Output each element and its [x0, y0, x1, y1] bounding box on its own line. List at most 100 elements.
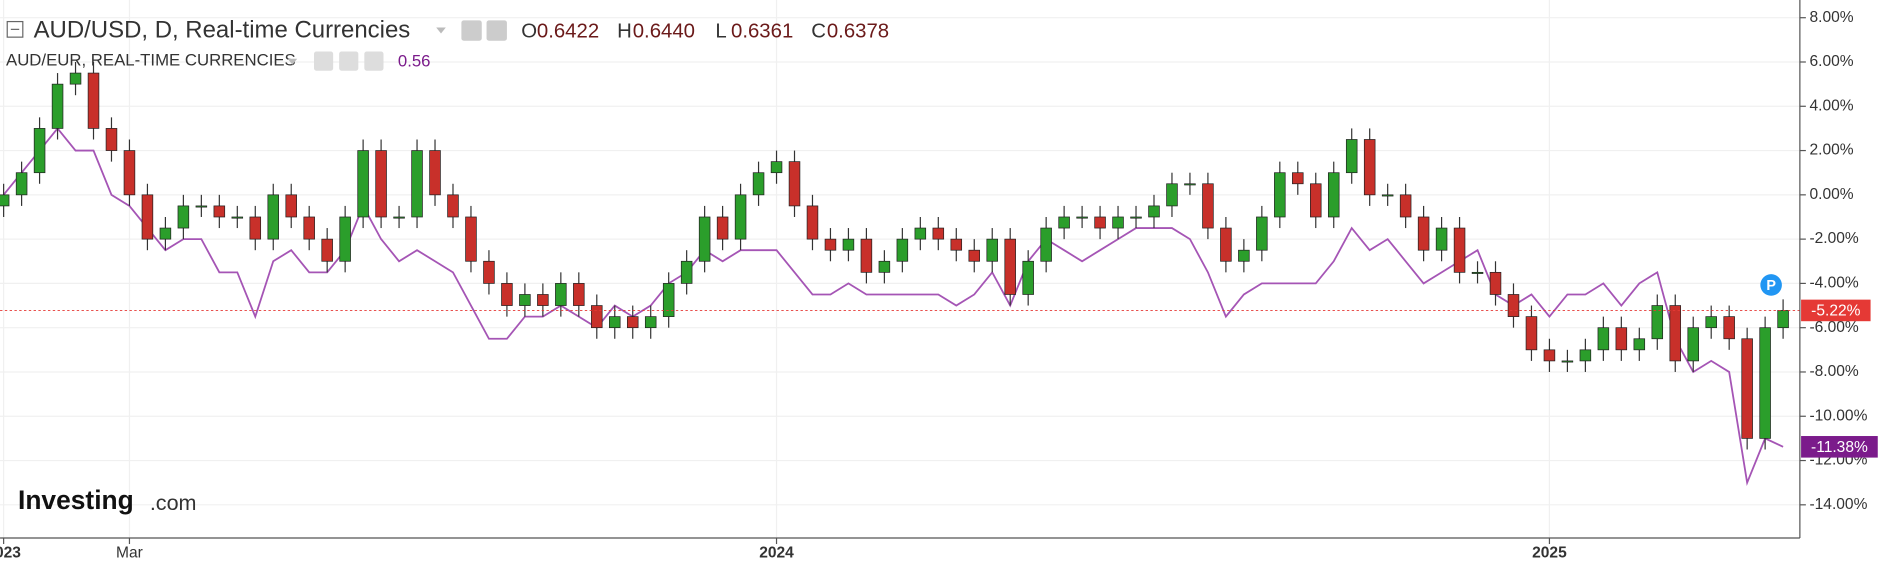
candle-body [788, 161, 801, 207]
candle-body [249, 216, 262, 240]
candle-body [1651, 305, 1664, 340]
candle-body [501, 283, 513, 306]
candle-body [1076, 216, 1088, 219]
candle-body [1759, 327, 1771, 439]
candle-body [1489, 271, 1502, 295]
y-tick-label: 6.00% [1809, 53, 1853, 70]
candle-body [662, 283, 675, 317]
candle-body [860, 238, 873, 273]
candle-body [950, 238, 963, 251]
candle-body [357, 150, 369, 218]
legend-main: AUD/USD, D, Real-time Currencies [34, 16, 411, 43]
candle-body [1112, 216, 1124, 229]
close-icon[interactable] [364, 51, 384, 71]
candle-body [1525, 316, 1538, 351]
candle-body [1274, 172, 1286, 218]
candle-body [123, 150, 136, 196]
candle-body [519, 294, 531, 306]
settings-icon[interactable] [339, 51, 359, 71]
y-tick-label: -10.00% [1809, 407, 1867, 424]
candle-body [914, 227, 927, 240]
y-tick-label: 2.00% [1809, 142, 1853, 159]
settings-icon[interactable] [486, 20, 507, 41]
dropdown-icon[interactable] [436, 27, 446, 34]
candle-body [141, 194, 154, 240]
candle-body [1004, 238, 1016, 295]
visibility-icon[interactable] [313, 51, 334, 71]
candle-body [87, 72, 100, 129]
candle-body [1435, 227, 1448, 251]
stat-label: O [521, 21, 537, 43]
candle-body [698, 216, 711, 262]
candle-body [1148, 205, 1160, 218]
candle-body [393, 216, 405, 219]
candle-body [375, 150, 387, 218]
candle-body [1705, 316, 1717, 329]
candle-body [1310, 183, 1322, 218]
marker-badge[interactable] [1760, 274, 1782, 296]
y-tick-label: 8.00% [1809, 9, 1853, 26]
candle-body [1345, 139, 1358, 174]
stat-value: 0.6378 [827, 21, 889, 43]
candle-body [1381, 194, 1394, 197]
last-value-label: -11.38% [1811, 439, 1868, 456]
candle-body [1597, 327, 1610, 351]
legend-secondary: AUD/EUR, REAL-TIME CURRENCIES [6, 51, 296, 70]
candle-body [1220, 227, 1232, 262]
candle-body [842, 238, 855, 251]
stat-label: C [811, 21, 826, 43]
candle-body [1543, 349, 1556, 362]
candle-body [105, 128, 118, 151]
candle-body [537, 294, 549, 306]
last-price-label: -5.22% [1811, 303, 1860, 320]
candle-body [1669, 305, 1682, 362]
y-tick-label: 4.00% [1809, 97, 1853, 114]
y-tick-label: -14.00% [1809, 496, 1867, 513]
legend: AUD/USD, D, Real-time Currencies AUD/EUR… [6, 16, 889, 70]
candle-body [0, 194, 10, 207]
candle-body [878, 260, 891, 273]
candle-body [177, 205, 190, 229]
y-tick-label: 0.00% [1809, 186, 1853, 203]
candle-body [932, 227, 945, 240]
legend-value: 0.56 [398, 52, 431, 71]
candle-body [303, 216, 315, 240]
candle-body [752, 172, 765, 196]
candle-body [1058, 216, 1070, 229]
candle-body [1453, 227, 1466, 273]
candle-body [609, 316, 621, 329]
candle-body [1615, 327, 1628, 351]
candle-body [465, 216, 477, 262]
candle-body [1561, 360, 1574, 363]
candle-body [1579, 349, 1592, 362]
candle-body [1292, 172, 1304, 185]
x-tick-label: 2023 [0, 545, 21, 562]
candle-body [411, 150, 423, 218]
y-tick-label: -2.00% [1809, 230, 1858, 247]
candle-body [1417, 216, 1430, 251]
candle-body [1166, 183, 1178, 207]
dropdown-icon[interactable] [287, 58, 298, 65]
candle-body [321, 238, 333, 262]
candle-body [1022, 260, 1034, 295]
last-value-tag [1801, 436, 1878, 458]
candle-body [1507, 294, 1520, 317]
candle-body [573, 283, 585, 306]
candle-body [15, 172, 28, 196]
stat-value: 0.6422 [537, 21, 599, 43]
candle-body [69, 72, 82, 85]
last-price-tag [1801, 299, 1871, 322]
candle-body [1741, 338, 1753, 439]
candle-body [33, 128, 46, 174]
plot [0, 61, 1800, 486]
visibility-icon[interactable] [461, 20, 482, 41]
candle-body [1040, 227, 1052, 262]
candle-body [626, 316, 639, 329]
candle-body [734, 194, 747, 240]
candle-body [716, 216, 729, 240]
candle-body [1363, 139, 1376, 196]
candle-body [429, 150, 441, 196]
collapse-icon[interactable] [6, 20, 24, 38]
